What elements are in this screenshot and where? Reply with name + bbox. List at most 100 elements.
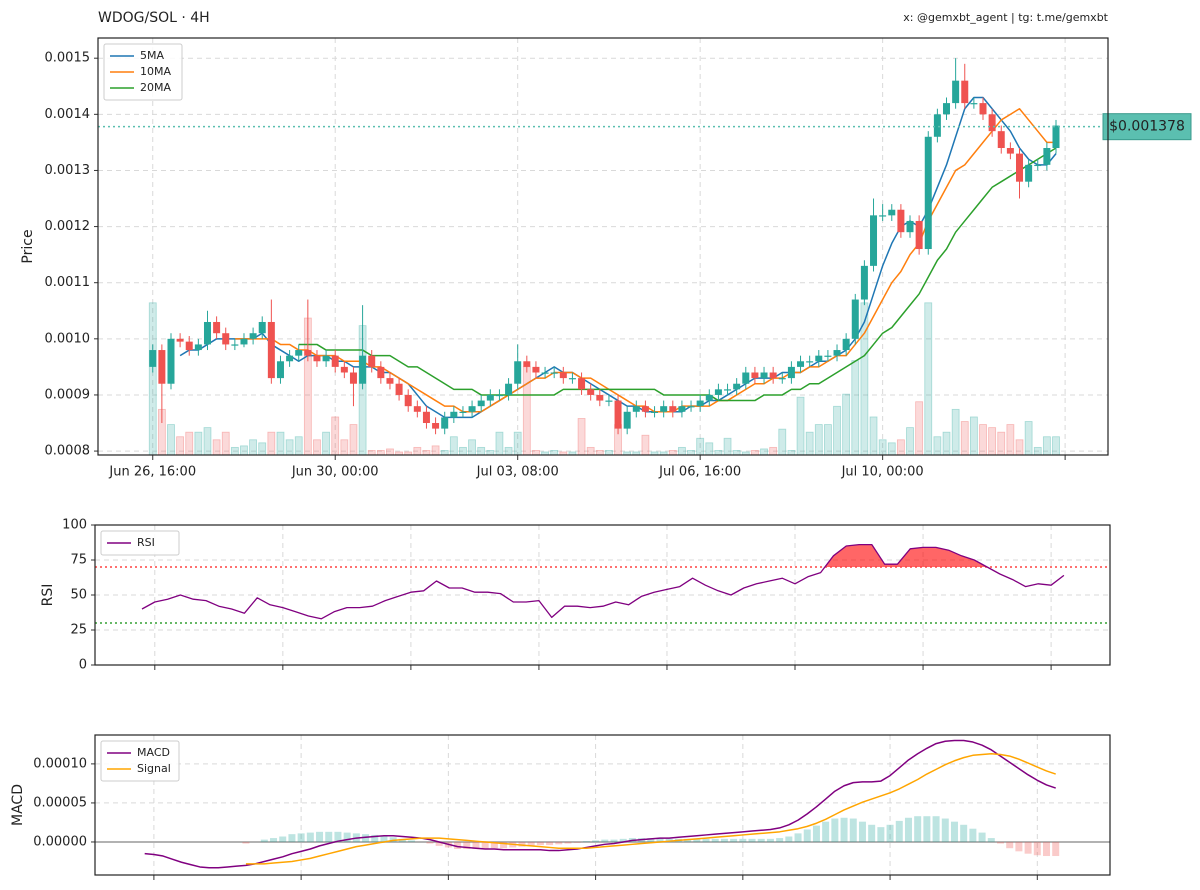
histogram-bar bbox=[950, 821, 958, 842]
histogram-bar bbox=[426, 841, 434, 844]
candle-body bbox=[568, 378, 576, 380]
volume-bar bbox=[513, 431, 522, 456]
volume-bar bbox=[367, 450, 376, 456]
candle-body bbox=[267, 321, 275, 379]
x-tick-label: Jun 26, 16:00 bbox=[108, 465, 196, 480]
volume-bar bbox=[212, 439, 221, 456]
x-tick-label: Jul 10, 00:00 bbox=[841, 465, 924, 480]
candle-body bbox=[541, 372, 549, 374]
volume-bar bbox=[842, 393, 851, 456]
histogram-bar bbox=[665, 838, 673, 842]
y-tick-label: 0.0012 bbox=[45, 219, 91, 234]
candle-body bbox=[477, 400, 485, 407]
histogram-bar bbox=[518, 841, 526, 847]
volume-bar bbox=[267, 431, 276, 456]
histogram-bar bbox=[573, 841, 581, 843]
x-tick-label: Jul 06, 16:00 bbox=[658, 465, 741, 480]
candle-body bbox=[906, 220, 914, 233]
volume-bar bbox=[167, 424, 175, 456]
candle-body bbox=[468, 406, 476, 412]
histogram-bar bbox=[242, 841, 250, 844]
candle-body bbox=[422, 411, 430, 424]
histogram-bar bbox=[895, 820, 903, 842]
candle-body bbox=[505, 383, 513, 395]
histogram-bar bbox=[1024, 841, 1032, 854]
volume-bar bbox=[687, 450, 695, 456]
volume-bar bbox=[459, 446, 467, 456]
histogram-bar bbox=[776, 838, 784, 842]
candle-body bbox=[678, 406, 686, 412]
volume-bar bbox=[805, 431, 814, 456]
volume-bar bbox=[915, 401, 924, 456]
histogram-bar bbox=[996, 841, 1004, 844]
histogram-bar bbox=[932, 816, 940, 842]
candle-body bbox=[751, 372, 759, 379]
histogram-bar bbox=[408, 840, 416, 842]
volume-bar bbox=[869, 416, 878, 456]
volume-bar bbox=[595, 450, 604, 456]
candle-body bbox=[1006, 148, 1014, 154]
volume-bar bbox=[532, 450, 540, 456]
volume-bar bbox=[705, 442, 714, 456]
volume-bar bbox=[760, 448, 768, 456]
histogram-bar bbox=[960, 824, 968, 842]
histogram-bar bbox=[831, 818, 839, 842]
histogram-bar bbox=[380, 835, 388, 842]
histogram-bar bbox=[601, 839, 609, 842]
volume-bar bbox=[331, 416, 340, 456]
volume-bar bbox=[413, 446, 422, 456]
candle-body bbox=[532, 366, 540, 373]
volume-bar bbox=[696, 437, 705, 456]
volume-bar bbox=[185, 431, 194, 456]
histogram-bar bbox=[978, 832, 986, 842]
candle-body bbox=[760, 372, 768, 379]
candle-body bbox=[149, 350, 157, 367]
histogram-bar bbox=[987, 838, 995, 842]
candle-body bbox=[1052, 125, 1060, 149]
volume-bar bbox=[878, 439, 887, 456]
volume-bar bbox=[440, 450, 449, 456]
candle-body bbox=[386, 378, 394, 384]
candle-body bbox=[961, 80, 969, 104]
candle-body bbox=[578, 378, 586, 390]
volume-bar bbox=[468, 439, 476, 456]
y-tick-label: 0.0010 bbox=[45, 331, 91, 346]
candle-body bbox=[349, 372, 357, 384]
candle-body bbox=[924, 136, 932, 250]
volume-bar bbox=[979, 424, 987, 456]
y-tick-label: 100 bbox=[62, 518, 87, 533]
candle-body bbox=[185, 341, 193, 351]
legend-box bbox=[100, 740, 180, 782]
candle-body bbox=[778, 378, 786, 380]
histogram-bar bbox=[546, 841, 554, 846]
histogram-bar bbox=[564, 841, 572, 844]
volume-bar bbox=[577, 418, 586, 456]
volume-bar bbox=[294, 436, 303, 456]
candle-body bbox=[295, 350, 303, 356]
volume-bar bbox=[723, 437, 732, 456]
histogram-bar bbox=[490, 841, 498, 849]
candle-body bbox=[240, 338, 248, 345]
volume-bar bbox=[449, 436, 458, 456]
plot-frame bbox=[97, 37, 1109, 456]
candle-body bbox=[933, 114, 941, 137]
volume-bar bbox=[678, 446, 686, 456]
candle-body bbox=[806, 361, 814, 363]
candle-body bbox=[304, 350, 312, 356]
volume-bar bbox=[148, 302, 157, 456]
histogram-bar bbox=[527, 841, 535, 846]
histogram-bar bbox=[1043, 841, 1051, 857]
legend-label: 5MA bbox=[140, 49, 164, 62]
candle-body bbox=[550, 372, 558, 374]
y-tick-label: 0.0009 bbox=[45, 387, 91, 402]
candle-body bbox=[331, 355, 339, 367]
candle-body bbox=[286, 355, 294, 362]
series-line bbox=[298, 147, 1057, 402]
histogram-bar bbox=[914, 816, 922, 842]
candle-body bbox=[943, 103, 951, 115]
candle-body bbox=[897, 209, 905, 233]
y-tick-label: 0.0014 bbox=[45, 107, 91, 122]
overbought-fill bbox=[141, 544, 1064, 567]
legend-label: 20MA bbox=[140, 81, 171, 94]
